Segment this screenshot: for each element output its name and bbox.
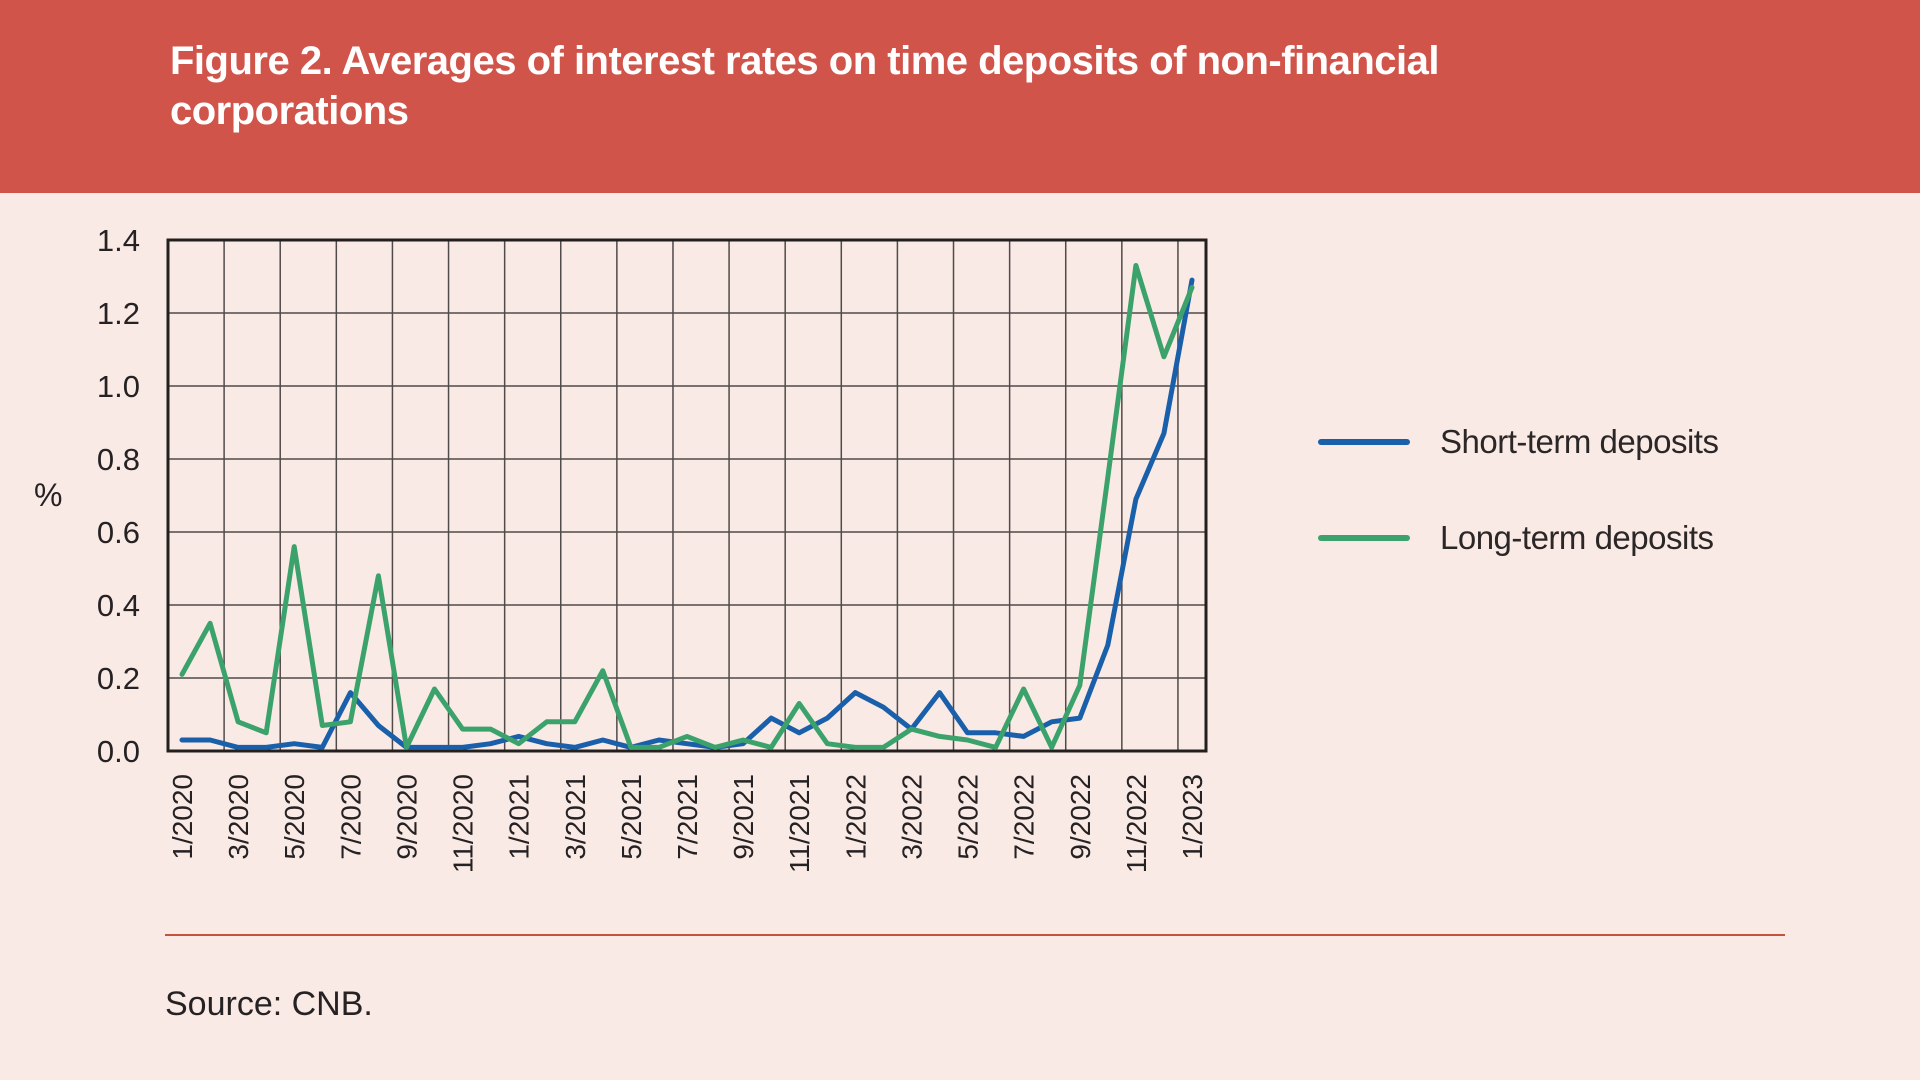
legend-label-long-term: Long-term deposits bbox=[1440, 519, 1714, 556]
x-tick-label: 3/2020 bbox=[223, 774, 254, 860]
y-tick-label: 0.8 bbox=[97, 442, 140, 477]
long-term-deposits-line bbox=[179, 263, 1195, 750]
x-tick-label: 11/2021 bbox=[784, 774, 815, 873]
short-term-line-swatch bbox=[1318, 439, 1410, 445]
x-tick-label: 7/2022 bbox=[1009, 774, 1040, 860]
x-tick-label: 1/2023 bbox=[1177, 774, 1208, 860]
x-tick-label: 7/2020 bbox=[335, 774, 366, 860]
y-axis-unit-label: % bbox=[34, 477, 63, 513]
x-tick-label: 1/2021 bbox=[504, 774, 535, 860]
x-tick-label: 1/2022 bbox=[840, 774, 871, 860]
x-tick-label: 1/2020 bbox=[167, 774, 198, 860]
figure-header: Figure 2. Averages of interest rates on … bbox=[0, 0, 1920, 193]
legend-item-long-term: Long-term deposits bbox=[1318, 518, 1718, 558]
legend: Short-term deposits Long-term deposits bbox=[1318, 422, 1719, 614]
y-tick-label: 0.0 bbox=[97, 734, 140, 769]
y-tick-label: 1.4 bbox=[97, 223, 140, 258]
x-tick-label: 5/2022 bbox=[953, 774, 984, 860]
figure-title: Figure 2. Averages of interest rates on … bbox=[170, 39, 1439, 134]
y-tick-label: 1.0 bbox=[97, 369, 140, 404]
x-tick-label: 3/2021 bbox=[560, 774, 591, 860]
y-tick-label: 1.2 bbox=[97, 296, 140, 331]
x-tick-label: 11/2020 bbox=[448, 774, 479, 873]
y-tick-label: 0.4 bbox=[97, 588, 140, 623]
plot-border bbox=[166, 238, 1208, 753]
y-tick-label: 0.2 bbox=[97, 661, 140, 696]
source-note: Source: CNB. bbox=[165, 985, 373, 1023]
long-term-line-swatch bbox=[1318, 535, 1410, 541]
x-tick-label: 9/2021 bbox=[728, 774, 759, 860]
x-tick-label: 9/2020 bbox=[391, 774, 422, 860]
y-tick-label: 0.6 bbox=[97, 515, 140, 550]
short-term-deposits-line bbox=[179, 277, 1195, 750]
x-tick-label: 9/2022 bbox=[1065, 774, 1096, 860]
x-tick-label: 3/2022 bbox=[896, 774, 927, 860]
footer-rule bbox=[165, 934, 1785, 936]
legend-label-short-term: Short-term deposits bbox=[1440, 423, 1719, 460]
x-tick-label: 11/2022 bbox=[1121, 774, 1152, 873]
x-tick-label: 5/2020 bbox=[279, 774, 310, 860]
x-tick-label: 5/2021 bbox=[616, 774, 647, 860]
x-tick-label: 7/2021 bbox=[672, 774, 703, 860]
legend-item-short-term: Short-term deposits bbox=[1318, 422, 1719, 462]
